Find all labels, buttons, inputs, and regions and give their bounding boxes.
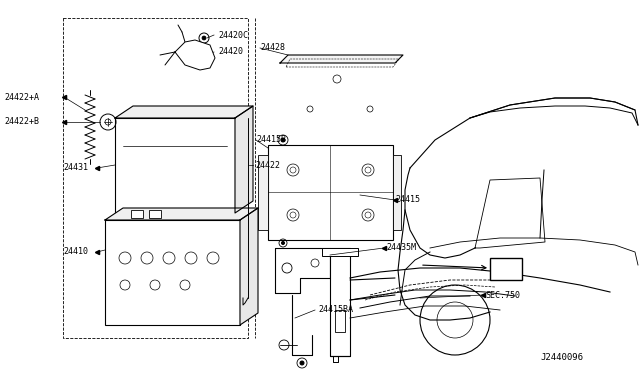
Text: 24415BA: 24415BA (318, 305, 353, 314)
Circle shape (150, 280, 160, 290)
Text: 24420C: 24420C (218, 31, 248, 39)
Bar (258, 155, 268, 230)
Circle shape (163, 252, 175, 264)
Text: 24422: 24422 (255, 160, 280, 170)
Circle shape (281, 138, 285, 142)
Polygon shape (235, 106, 253, 213)
Bar (393, 155, 401, 230)
Circle shape (300, 361, 304, 365)
Circle shape (207, 252, 219, 264)
Bar (63, 18, 248, 338)
Polygon shape (280, 55, 403, 63)
Polygon shape (240, 208, 258, 325)
Bar (115, 118, 235, 213)
Text: 24435M: 24435M (386, 244, 416, 253)
Text: 24428: 24428 (260, 44, 285, 52)
Bar (490, 258, 522, 280)
Bar (131, 210, 143, 218)
Circle shape (202, 36, 206, 40)
Bar (105, 220, 240, 325)
Circle shape (141, 252, 153, 264)
Text: 24422+B: 24422+B (4, 118, 39, 126)
Bar (322, 248, 358, 256)
Text: 24415B: 24415B (256, 135, 286, 144)
Circle shape (185, 252, 197, 264)
Circle shape (180, 280, 190, 290)
Text: J2440096: J2440096 (540, 353, 583, 362)
Text: 24420: 24420 (218, 48, 243, 57)
Circle shape (119, 252, 131, 264)
Bar (268, 145, 393, 240)
Text: 24410: 24410 (63, 247, 88, 257)
Polygon shape (105, 208, 258, 220)
Bar (330, 248, 350, 356)
Bar (335, 310, 345, 332)
Circle shape (282, 241, 285, 244)
Polygon shape (175, 40, 215, 70)
Text: 24422+A: 24422+A (4, 93, 39, 102)
Text: 24415: 24415 (395, 196, 420, 205)
Text: SEC.750: SEC.750 (485, 291, 520, 299)
Bar (149, 210, 161, 218)
Polygon shape (115, 106, 253, 118)
Text: 24431: 24431 (63, 164, 88, 173)
Circle shape (120, 280, 130, 290)
